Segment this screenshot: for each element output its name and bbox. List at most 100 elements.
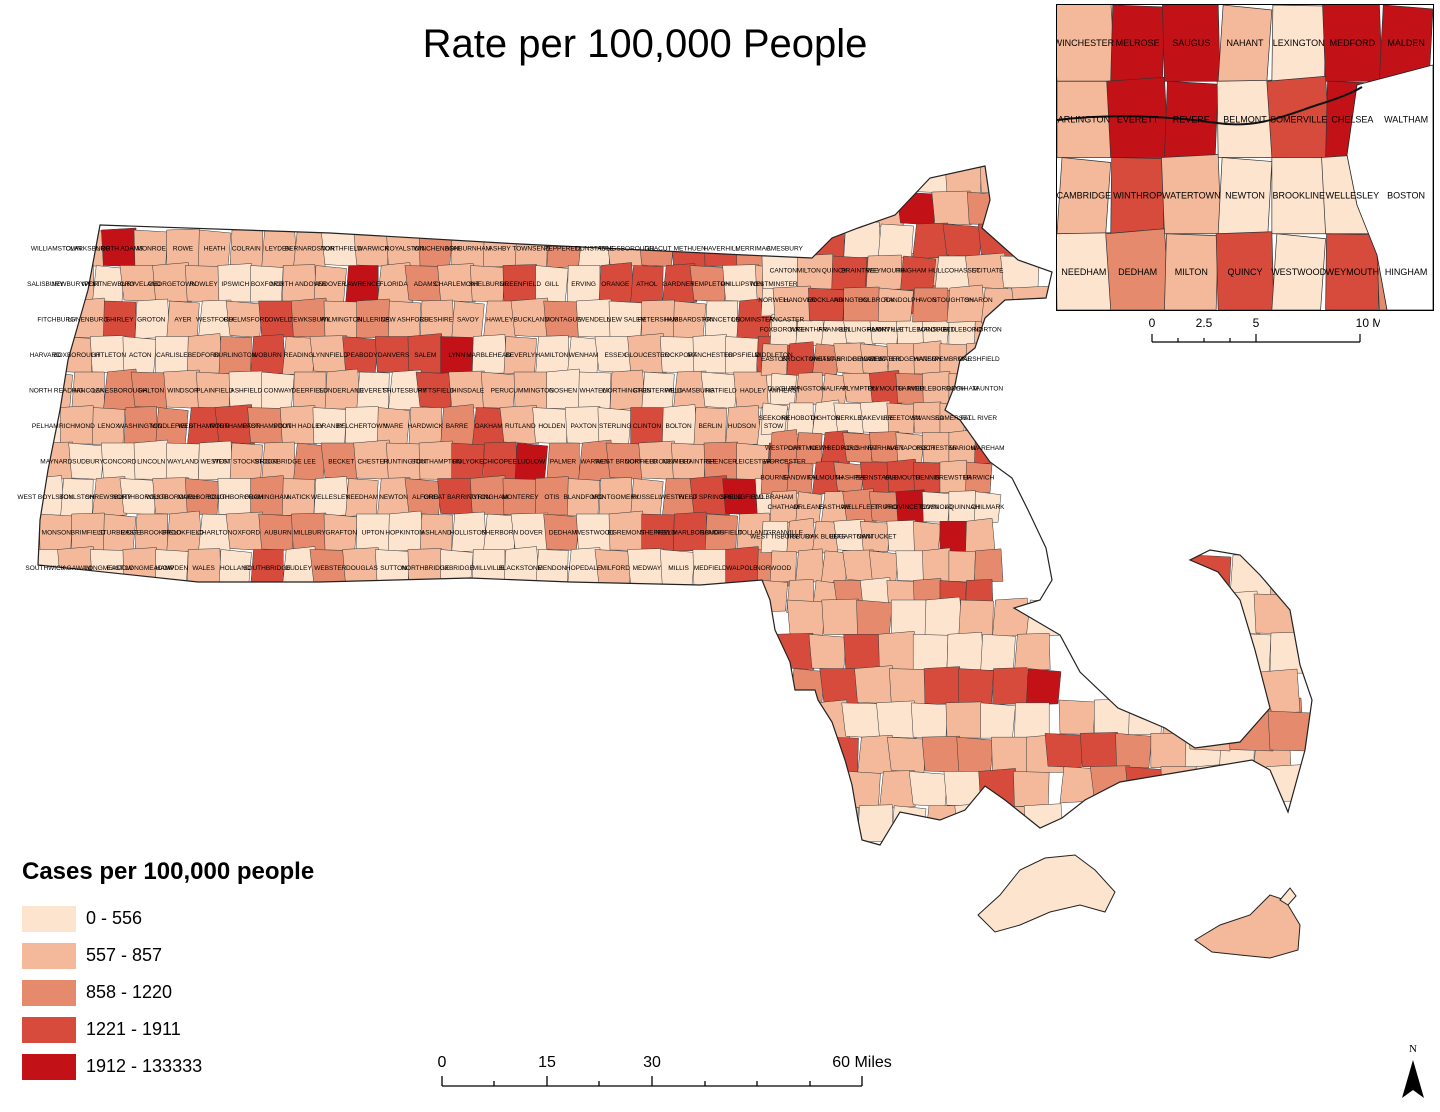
town-label: WARREN bbox=[580, 458, 609, 465]
town-label: WAYLAND bbox=[167, 458, 199, 465]
town-label: EDGARTOWN bbox=[830, 534, 873, 541]
town-label: WEST NEWBURY bbox=[82, 281, 136, 288]
town-label: CHILMARK bbox=[971, 504, 1005, 511]
town-label: STOCKBRIDGE bbox=[254, 458, 302, 465]
town-label: LINCOLN bbox=[137, 458, 165, 465]
town-polygon bbox=[956, 736, 994, 773]
town-label: WESTPORT bbox=[765, 445, 802, 452]
inset-town-label: SAUGUS bbox=[1172, 38, 1210, 48]
town-polygon bbox=[1229, 632, 1272, 674]
town-polygon bbox=[859, 520, 891, 553]
inset-town-label: MEDFORD bbox=[1330, 38, 1376, 48]
legend-title: Cases per 100,000 people bbox=[22, 858, 315, 885]
town-label: WRENTHAM bbox=[790, 327, 828, 334]
town-label: FAIRHAVEN bbox=[867, 445, 904, 452]
town-polygon bbox=[1011, 285, 1054, 322]
inset-town-label: LEXINGTON bbox=[1273, 38, 1325, 48]
legend-item: 858 - 1220 bbox=[22, 974, 402, 1011]
town-label: BOURNE bbox=[760, 474, 788, 481]
town-label: PELHAM bbox=[32, 423, 59, 430]
town-label: EASTON bbox=[761, 356, 788, 363]
town-label: HADLEY bbox=[740, 387, 767, 394]
town-label: SALISBURY bbox=[27, 281, 64, 288]
town-label: EAST LONGMEADOW bbox=[107, 565, 175, 572]
inset-town-label: WELLESLEY bbox=[1326, 191, 1380, 201]
town-label: WESTBOROUGH bbox=[146, 494, 199, 501]
town-label: ROWE bbox=[173, 245, 194, 252]
town-label: GEORGETOWN bbox=[148, 281, 197, 288]
legend-label: 1912 - 133333 bbox=[86, 1056, 203, 1076]
tuckernuck-island bbox=[1279, 887, 1297, 906]
town-polygon bbox=[974, 548, 1004, 583]
town-label: BOLTON bbox=[666, 423, 692, 430]
town-label: HATFIELD bbox=[706, 387, 737, 394]
town-polygon bbox=[499, 405, 539, 445]
legend-swatch bbox=[22, 979, 76, 1006]
town-label: CHESTER bbox=[357, 458, 388, 465]
town-label: BERKLEY bbox=[836, 415, 867, 422]
town-label: HUDSON bbox=[728, 423, 756, 430]
town-polygon bbox=[886, 402, 916, 434]
town-polygon bbox=[921, 735, 962, 773]
inset-town-label: EVERETT bbox=[1117, 114, 1159, 124]
town-polygon bbox=[944, 166, 983, 194]
town-label: MARION bbox=[949, 445, 975, 452]
town-label: PEMBROKE bbox=[935, 356, 973, 363]
town-label: HALIFAX bbox=[821, 386, 848, 393]
town-label: SWANSEA bbox=[912, 415, 945, 422]
town-label: BELLINGHAM bbox=[839, 327, 881, 334]
town-polygon bbox=[760, 580, 788, 613]
town-label: BOXBOROUGH bbox=[53, 352, 101, 359]
town-label: DALTON bbox=[138, 387, 164, 394]
town-polygon bbox=[1014, 633, 1051, 672]
town-label: WASHINGTON bbox=[118, 423, 163, 430]
town-label: ERVING bbox=[571, 281, 596, 288]
town-label: SOMERSET bbox=[935, 415, 972, 422]
town-label: NANTUCKET bbox=[857, 534, 897, 541]
town-polygon bbox=[762, 191, 799, 226]
town-label: CHARLTON bbox=[197, 529, 232, 536]
town-label: NEW SALEM bbox=[607, 316, 646, 323]
legend-label: 858 - 1220 bbox=[86, 982, 173, 1002]
town-label: MANSFIELD bbox=[918, 327, 956, 334]
town-label: KINGSTON bbox=[792, 386, 826, 393]
inset-town-label: WALTHAM bbox=[1384, 114, 1428, 124]
town-label: AGAWAM bbox=[62, 565, 91, 572]
town-label: HANSON bbox=[914, 356, 942, 363]
town-label: AQUINNAH bbox=[945, 504, 980, 511]
town-label: ROCKPORT bbox=[660, 352, 697, 359]
town-label: PLAINFIELD bbox=[196, 387, 234, 394]
town-label: MENDON bbox=[537, 565, 566, 572]
town-polygon bbox=[896, 191, 937, 226]
town-label: WILLIAMSBURG bbox=[665, 387, 715, 394]
town-label: WILBRAHAM bbox=[754, 494, 793, 501]
town-label: CLARKSBURG bbox=[66, 245, 111, 252]
town-label: SHUTESBURY bbox=[383, 387, 428, 394]
town-label: BRIDGEWATER bbox=[853, 356, 901, 363]
town-label: WELLFLEET bbox=[841, 504, 879, 511]
town-label: ATHOL bbox=[636, 281, 658, 288]
inset-town-label: MELROSE bbox=[1116, 38, 1160, 48]
town-label: GRAFTON bbox=[325, 529, 357, 536]
town-label: LOWELL bbox=[265, 316, 292, 323]
town-label: LYNN bbox=[448, 352, 465, 359]
town-label: HOLDEN bbox=[538, 423, 565, 430]
town-label: QUINCY bbox=[822, 267, 848, 274]
town-polygon bbox=[865, 189, 904, 228]
town-label: SHERBORN bbox=[481, 529, 518, 536]
town-label: WESTON bbox=[200, 458, 229, 465]
town-label: ASHBURNHAM bbox=[445, 245, 491, 252]
town-label: MONTEREY bbox=[502, 494, 540, 501]
town-polygon bbox=[661, 263, 698, 305]
town-polygon bbox=[772, 285, 813, 322]
town-label: MILTON bbox=[797, 267, 821, 274]
town-label: HOLLAND bbox=[220, 565, 251, 572]
town-polygon bbox=[958, 599, 994, 637]
town-polygon bbox=[965, 517, 996, 553]
town-label: NEW BRAINTREE bbox=[663, 458, 718, 465]
town-polygon bbox=[923, 666, 963, 705]
town-polygon bbox=[1115, 733, 1153, 768]
town-label: SHREWSBURY bbox=[85, 494, 132, 501]
town-label: OTIS bbox=[544, 494, 560, 501]
town-label: DARTMOUTH bbox=[788, 445, 830, 452]
